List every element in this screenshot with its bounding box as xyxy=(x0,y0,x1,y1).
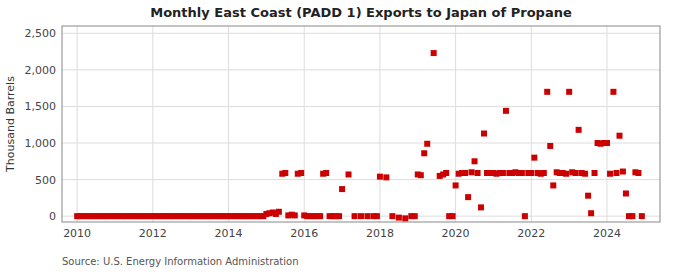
plot-frame xyxy=(62,26,660,222)
point xyxy=(317,213,323,219)
y-tick-label: 2,500 xyxy=(25,27,57,40)
point xyxy=(282,170,288,176)
y-grid-line xyxy=(62,179,660,180)
point xyxy=(607,171,613,177)
x-grid-line xyxy=(379,26,380,222)
y-tick-label: 2,000 xyxy=(25,64,57,77)
point xyxy=(292,212,298,218)
point xyxy=(374,213,380,219)
point xyxy=(478,204,484,210)
point xyxy=(396,215,402,221)
point xyxy=(364,213,370,219)
x-tick-label: 2022 xyxy=(517,227,545,240)
y-tick-label: 0 xyxy=(49,210,56,223)
point xyxy=(617,133,623,139)
point xyxy=(389,213,395,219)
x-grid-line xyxy=(228,26,229,222)
point xyxy=(465,194,471,200)
point xyxy=(629,213,635,219)
point xyxy=(276,209,282,215)
point xyxy=(639,213,645,219)
point xyxy=(503,108,509,114)
y-grid-line xyxy=(62,143,660,144)
point xyxy=(519,170,525,176)
point xyxy=(402,215,408,221)
source-note: Source: U.S. Energy Information Administ… xyxy=(62,256,299,267)
point xyxy=(377,174,383,180)
point xyxy=(462,170,468,176)
point xyxy=(418,172,424,178)
y-grid-line xyxy=(62,106,660,107)
point xyxy=(613,170,619,176)
point xyxy=(573,170,579,176)
point xyxy=(563,171,569,177)
point xyxy=(339,186,345,192)
y-grid-line xyxy=(62,33,660,34)
x-grid-line xyxy=(531,26,532,222)
point xyxy=(469,169,475,175)
y-tick-label: 500 xyxy=(35,174,56,187)
x-tick-label: 2012 xyxy=(139,227,167,240)
point xyxy=(528,170,534,176)
point xyxy=(544,89,550,95)
point xyxy=(383,174,389,180)
point xyxy=(358,213,364,219)
point xyxy=(431,50,437,56)
point xyxy=(620,169,626,175)
x-tick-label: 2014 xyxy=(215,227,243,240)
point xyxy=(604,140,610,146)
title: Monthly East Coast (PADD 1) Exports to J… xyxy=(150,5,572,20)
y-tick-label: 1,500 xyxy=(25,100,57,113)
point xyxy=(566,89,572,95)
x-grid-line xyxy=(304,26,305,222)
point xyxy=(592,170,598,176)
points xyxy=(74,50,645,221)
point xyxy=(481,131,487,137)
y-tick-label: 1,000 xyxy=(25,137,57,150)
point xyxy=(582,171,588,177)
point xyxy=(336,213,342,219)
point xyxy=(472,158,478,164)
point xyxy=(421,150,427,156)
point xyxy=(424,141,430,147)
grid xyxy=(62,26,660,222)
x-grid-line xyxy=(607,26,608,222)
x-tick-label: 2024 xyxy=(593,227,621,240)
point xyxy=(298,170,304,176)
x-grid-line xyxy=(455,26,456,222)
x-tick-label: 2020 xyxy=(442,227,470,240)
point xyxy=(450,213,456,219)
point xyxy=(531,155,537,161)
point xyxy=(547,143,553,149)
chart: 0 500 1,000 1,500 2,000 2,500 2010 2012 2014 2016… xyxy=(0,0,675,275)
point xyxy=(610,89,616,95)
point xyxy=(623,190,629,196)
point xyxy=(475,170,481,176)
x-tick-label: 2010 xyxy=(63,227,91,240)
point xyxy=(585,193,591,199)
point xyxy=(550,182,556,188)
point xyxy=(352,213,358,219)
point xyxy=(323,170,329,176)
point xyxy=(635,170,641,176)
point xyxy=(412,213,418,219)
axes: 0 500 1,000 1,500 2,000 2,500 2010 2012 2014 2016… xyxy=(25,27,622,240)
point xyxy=(346,171,352,177)
point xyxy=(576,127,582,133)
x-tick-label: 2016 xyxy=(290,227,318,240)
point xyxy=(588,210,594,216)
x-tick-label: 2018 xyxy=(366,227,394,240)
point xyxy=(453,182,459,188)
point xyxy=(522,213,528,219)
y-grid-line xyxy=(62,69,660,70)
point xyxy=(541,170,547,176)
point xyxy=(500,170,506,176)
point xyxy=(443,170,449,176)
x-grid-line xyxy=(77,26,78,222)
x-grid-line xyxy=(152,26,153,222)
y-axis-label: Thousand Barrels xyxy=(4,76,17,173)
